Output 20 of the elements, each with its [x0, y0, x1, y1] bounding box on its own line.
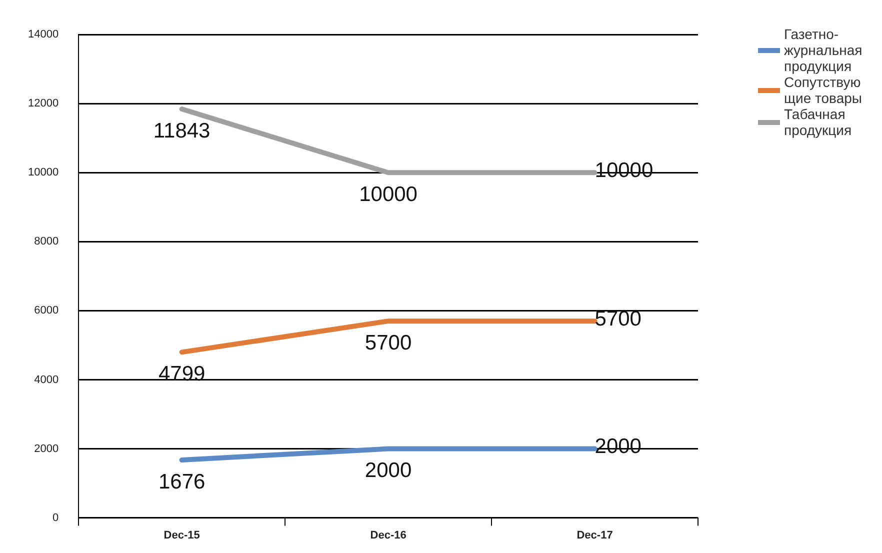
legend-label: Табачная продукция	[784, 106, 853, 138]
x-tick-label: Dec-15	[164, 529, 200, 542]
y-tick-label: 10000	[28, 166, 59, 179]
y-tick-label: 14000	[28, 28, 59, 41]
x-tick-label: Dec-17	[576, 529, 613, 542]
data-label: 11843	[153, 119, 210, 142]
data-label: 10000	[359, 182, 418, 206]
y-tick-label: 4000	[34, 374, 59, 386]
y-tick-label: 12000	[28, 98, 59, 110]
data-label: 5700	[364, 331, 412, 354]
data-label: 1676	[158, 470, 206, 494]
legend-label: Газетно-журнальная продукция	[784, 26, 864, 74]
x-tick-label: Dec-16	[370, 529, 406, 542]
y-tick-label: 2000	[34, 442, 59, 455]
y-tick-label: 6000	[34, 304, 59, 317]
y-tick-label: 8000	[34, 236, 59, 248]
data-label: 5700	[594, 307, 642, 330]
y-tick-label: 0	[52, 512, 59, 524]
data-label: 2000	[364, 459, 412, 482]
legend-label: Сопутствующие товары	[784, 74, 863, 106]
